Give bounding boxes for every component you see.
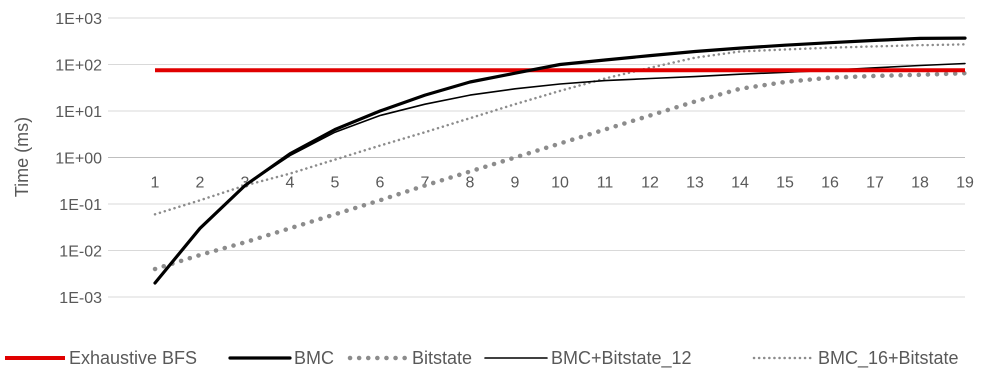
y-tick-label: 1E+02 bbox=[55, 58, 102, 75]
y-tick-label: 1E-03 bbox=[59, 290, 102, 307]
x-tick-label: 4 bbox=[286, 175, 295, 192]
x-tick-label: 17 bbox=[866, 175, 884, 192]
y-axis-title: Time (ms) bbox=[12, 117, 32, 197]
y-tick-label: 1E+00 bbox=[55, 151, 102, 168]
series-line-bitstate bbox=[152, 70, 968, 272]
legend-label-bmc-bitstate-12: BMC+Bitstate_12 bbox=[551, 348, 692, 369]
y-axis-tick-labels: 1E-03 1E-02 1E-01 1E+00 1E+01 1E+02 1E+03 bbox=[55, 11, 102, 307]
legend-label-exhaustive-bfs: Exhaustive BFS bbox=[69, 348, 197, 368]
series-lines bbox=[152, 36, 968, 285]
x-tick-label: 11 bbox=[597, 175, 614, 192]
legend-label-bitstate: Bitstate bbox=[412, 348, 472, 368]
x-tick-label: 7 bbox=[421, 175, 430, 192]
x-tick-label: 5 bbox=[331, 175, 340, 192]
series-line-bmc-16-bitstate bbox=[153, 43, 967, 216]
x-tick-label: 15 bbox=[776, 175, 794, 192]
series-line-bmc bbox=[153, 36, 967, 285]
x-tick-label: 12 bbox=[641, 175, 659, 192]
x-tick-label: 16 bbox=[821, 175, 839, 192]
y-tick-label: 1E+03 bbox=[55, 11, 102, 28]
x-tick-label: 6 bbox=[376, 175, 385, 192]
y-tick-label: 1E+01 bbox=[55, 104, 102, 121]
legend: Exhaustive BFS BMC Bitstate BMC+Bitstate_12… bbox=[5, 348, 959, 369]
x-tick-label: 18 bbox=[911, 175, 929, 192]
x-tick-label: 10 bbox=[551, 175, 569, 192]
x-tick-label: 1 bbox=[151, 175, 160, 192]
x-tick-label: 9 bbox=[511, 175, 520, 192]
x-tick-label: 14 bbox=[731, 175, 749, 192]
x-tick-label: 8 bbox=[466, 175, 475, 192]
x-tick-label: 13 bbox=[686, 175, 704, 192]
legend-label-bmc: BMC bbox=[294, 348, 334, 368]
y-tick-label: 1E-01 bbox=[59, 197, 102, 214]
x-tick-label: 19 bbox=[956, 175, 974, 192]
y-tick-label: 1E-02 bbox=[59, 244, 102, 261]
x-tick-label: 2 bbox=[196, 175, 205, 192]
x-tick-label: 3 bbox=[241, 175, 250, 192]
legend-label-bmc-16-bitstate: BMC_16+Bitstate bbox=[818, 348, 959, 369]
x-axis-tick-labels: 1 2 3 4 5 6 7 8 9 10 11 12 13 14 15 16 17 18 19 bbox=[151, 175, 974, 192]
